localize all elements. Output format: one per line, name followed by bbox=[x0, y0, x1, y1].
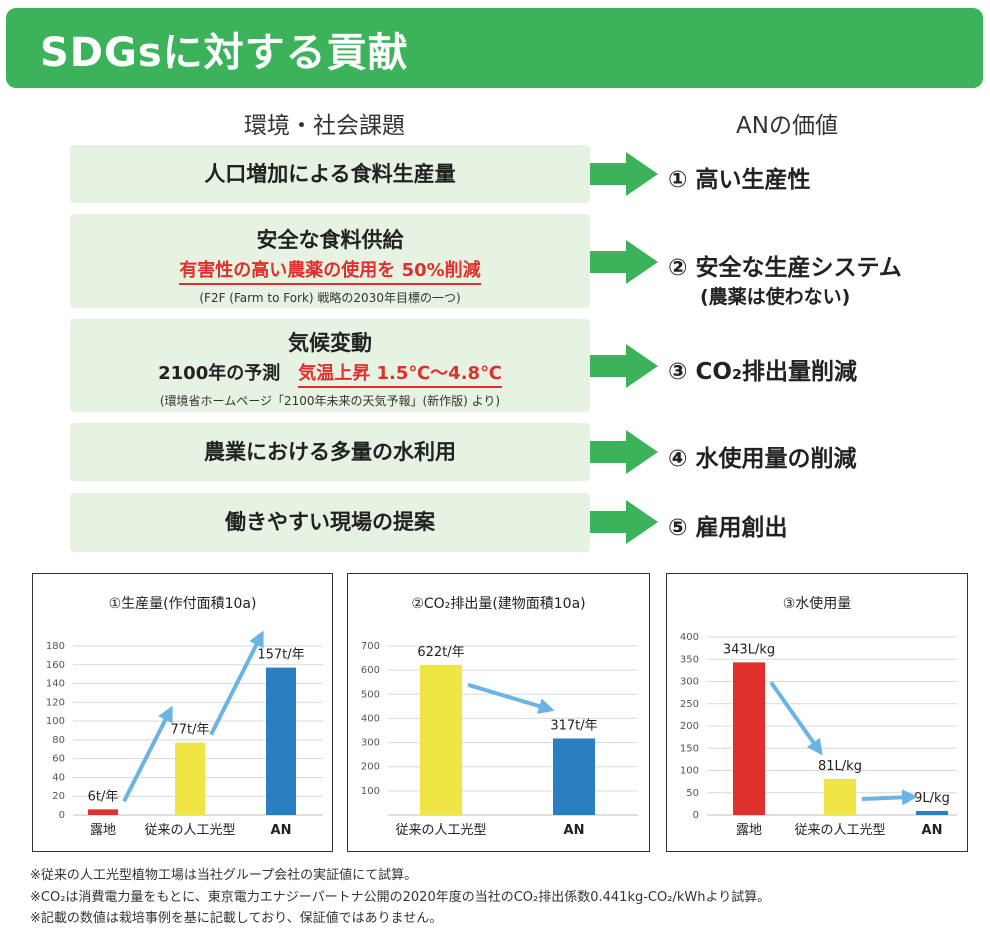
trend-arrow bbox=[467, 682, 555, 714]
y-tick-label: 100 bbox=[46, 716, 65, 727]
y-tick-label: 180 bbox=[46, 641, 65, 652]
category-label: 露地 bbox=[736, 823, 762, 838]
data-label: 81L/kg bbox=[818, 759, 862, 774]
y-tick-label: 150 bbox=[680, 743, 699, 754]
issue-box-population: 人口増加による食料生産量 bbox=[70, 145, 590, 203]
trend-arrow bbox=[122, 705, 173, 803]
data-label: 9L/kg bbox=[914, 791, 950, 806]
bar bbox=[266, 667, 296, 815]
issue-main-text: 気候変動 bbox=[288, 331, 372, 355]
category-label: 従来の人工光型 bbox=[794, 823, 885, 838]
y-tick-label: 300 bbox=[680, 677, 699, 688]
page-title: SDGsに対する貢献 bbox=[40, 30, 409, 76]
category-label: AN bbox=[271, 823, 292, 838]
y-tick-label: 100 bbox=[361, 786, 380, 797]
issue-box-water: 農業における多量の水利用 bbox=[70, 423, 590, 481]
y-tick-label: 400 bbox=[361, 713, 380, 724]
trend-arrow bbox=[861, 789, 918, 806]
y-tick-label: 100 bbox=[680, 766, 699, 777]
chart-title: ①生産量(作付面積10a) bbox=[109, 596, 257, 612]
right-arrow-icon bbox=[590, 152, 658, 196]
issue-box-food-safety: 安全な食料供給 有害性の高い農薬の使用を 50%削減 (F2F (Farm to… bbox=[70, 214, 590, 308]
data-label: 157t/年 bbox=[257, 648, 304, 663]
issue-highlight-text: 有害性の高い農薬の使用を 50%削減 bbox=[179, 256, 481, 285]
y-tick-label: 40 bbox=[52, 772, 65, 783]
chart-title: ②CO₂排出量(建物面積10a) bbox=[411, 596, 585, 612]
issue-note: (環境省ホームページ「2100年未来の天気予報」(新作版) より) bbox=[159, 394, 501, 408]
y-tick-label: 500 bbox=[361, 689, 380, 700]
issue-highlight-text: 気温上昇 1.5℃～4.8℃ bbox=[298, 359, 502, 388]
y-tick-label: 80 bbox=[52, 735, 65, 746]
issue-main-text: 農業における多量の水利用 bbox=[204, 440, 456, 464]
issue-forecast-label: 2100年の予測 bbox=[158, 363, 281, 384]
value-safe-system-sub: (農薬は使わない) bbox=[700, 286, 851, 308]
bar bbox=[916, 810, 948, 815]
y-tick-label: 200 bbox=[680, 721, 699, 732]
y-tick-label: 120 bbox=[46, 697, 65, 708]
y-tick-label: 0 bbox=[693, 810, 699, 821]
footnote-3: ※記載の数値は栽培事例を基に記載しており、保証値ではありません。 bbox=[30, 911, 443, 926]
y-tick-label: 20 bbox=[52, 791, 65, 802]
category-label: 従来の人工光型 bbox=[144, 823, 235, 838]
issue-main-text: 人口増加による食料生産量 bbox=[204, 162, 456, 186]
data-label: 317t/年 bbox=[550, 718, 597, 733]
category-label: 露地 bbox=[90, 823, 116, 838]
chart-water: ③水使用量 0 50 100 150 200 250 300 350 400 343L/kg 露地 81… bbox=[666, 573, 968, 852]
issue-box-workplace: 働きやすい現場の提案 bbox=[70, 493, 590, 552]
issue-box-climate: 気候変動 2100年の予測 気温上昇 1.5℃～4.8℃ (環境省ホームページ「2… bbox=[70, 319, 590, 412]
trend-arrow bbox=[769, 681, 823, 756]
right-arrow-icon bbox=[590, 430, 658, 474]
data-label: 6t/年 bbox=[88, 789, 119, 804]
y-tick-label: 400 bbox=[680, 632, 699, 643]
y-tick-label: 300 bbox=[361, 738, 380, 749]
y-tick-label: 600 bbox=[361, 665, 380, 676]
bar bbox=[733, 662, 765, 815]
chart-water-svg: ③水使用量 0 50 100 150 200 250 300 350 400 343L/kg 露地 81… bbox=[680, 595, 957, 838]
chart-co2-svg: ②CO₂排出量(建物面積10a) 100 200 300 400 500 600 700 622… bbox=[361, 596, 638, 838]
footnote-1: ※従来の人工光型植物工場は当社グループ会社の実証値にて試算。 bbox=[30, 868, 418, 883]
chart-production-svg: ①生産量(作付面積10a) 0 20 40 60 80 100 120 140 160 180 6t/… bbox=[46, 596, 323, 838]
y-tick-label: 140 bbox=[46, 679, 65, 690]
chart-production: ①生産量(作付面積10a) 0 20 40 60 80 100 120 140 160 180 6t/… bbox=[32, 573, 333, 852]
right-arrow-icon bbox=[590, 344, 658, 388]
y-tick-label: 60 bbox=[52, 754, 65, 765]
value-co2-reduction: ③ CO₂排出量削減 bbox=[668, 359, 857, 385]
bar bbox=[824, 778, 856, 815]
y-tick-label: 200 bbox=[361, 762, 380, 773]
y-tick-label: 350 bbox=[680, 654, 699, 665]
issue-main-text: 安全な食料供給 bbox=[256, 228, 404, 252]
right-arrow-icon bbox=[590, 240, 658, 284]
value-productivity: ① 高い生産性 bbox=[668, 167, 811, 193]
trend-arrow bbox=[209, 630, 264, 736]
category-label: AN bbox=[922, 823, 943, 838]
bar bbox=[175, 742, 205, 815]
data-label: 622t/年 bbox=[417, 645, 464, 660]
header-banner: SDGsに対する貢献 bbox=[6, 8, 983, 88]
right-arrow-icon bbox=[590, 500, 658, 544]
y-tick-label: 250 bbox=[680, 699, 699, 710]
y-tick-label: 160 bbox=[46, 660, 65, 671]
data-label: 77t/年 bbox=[170, 723, 209, 738]
issue-note: (F2F (Farm to Fork) 戦略の2030年目標の一つ) bbox=[199, 291, 461, 305]
value-water-reduction: ④ 水使用量の削減 bbox=[668, 446, 857, 472]
data-label: 343L/kg bbox=[723, 642, 775, 657]
y-tick-label: 0 bbox=[59, 810, 65, 821]
footnote-2: ※CO₂は消費電力量をもとに、東京電力エナジーパートナ公開の2020年度の当社の… bbox=[30, 890, 771, 905]
category-label: 従来の人工光型 bbox=[395, 823, 486, 838]
chart-title: ③水使用量 bbox=[783, 595, 852, 612]
bar bbox=[420, 664, 462, 815]
column-header-value: ANの価値 bbox=[736, 113, 838, 139]
bar bbox=[553, 738, 595, 815]
issue-main-text: 働きやすい現場の提案 bbox=[225, 510, 435, 534]
bar bbox=[88, 809, 118, 815]
value-employment: ⑤ 雇用創出 bbox=[668, 515, 788, 541]
y-tick-label: 50 bbox=[686, 788, 699, 799]
category-label: AN bbox=[564, 823, 585, 838]
y-tick-label: 700 bbox=[361, 641, 380, 652]
column-header-issues: 環境・社会課題 bbox=[244, 113, 405, 139]
chart-co2: ②CO₂排出量(建物面積10a) 100 200 300 400 500 600 700 622… bbox=[347, 573, 650, 852]
value-safe-system: ② 安全な生産システム bbox=[668, 255, 902, 281]
